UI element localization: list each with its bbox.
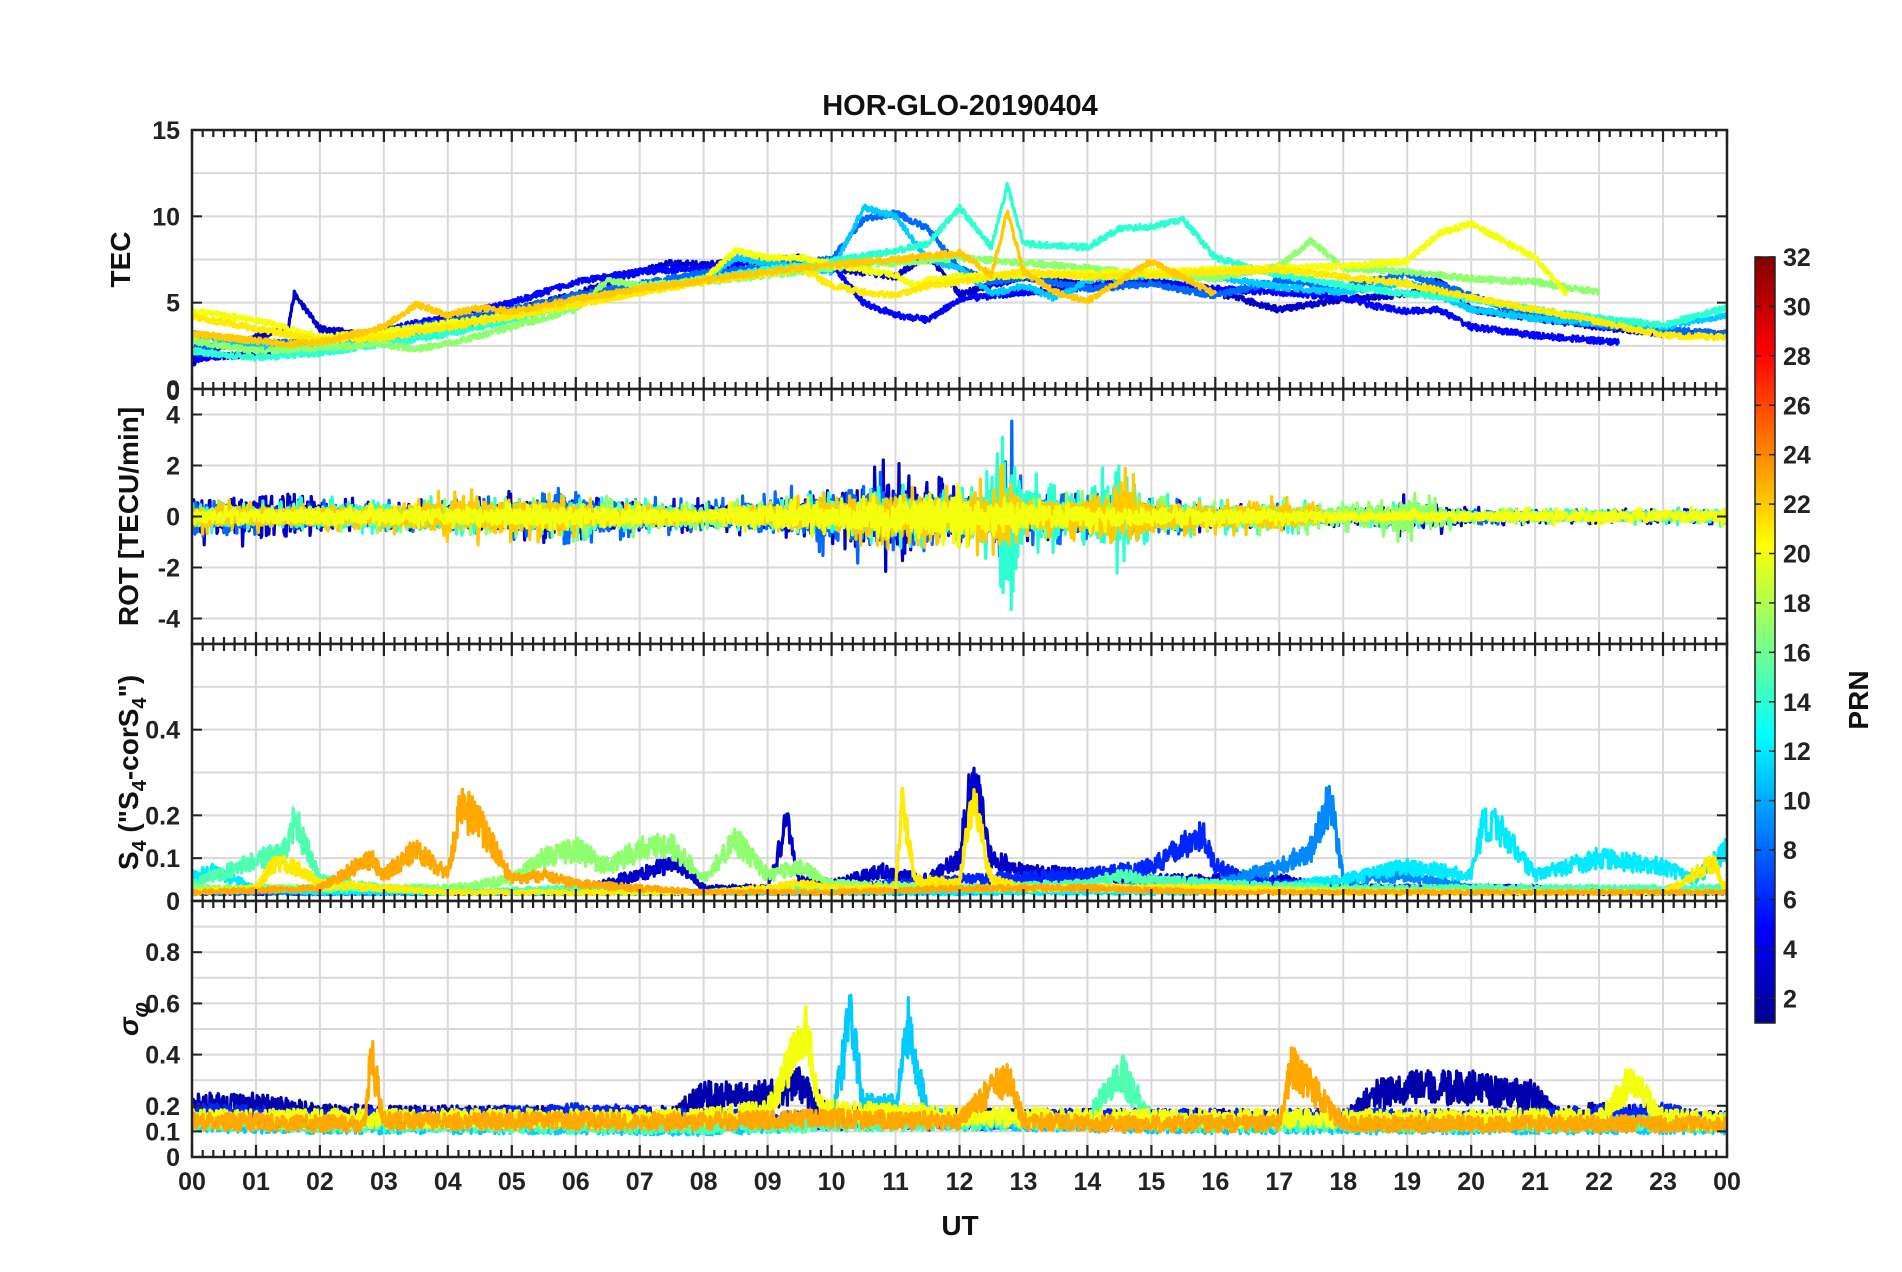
y-tick-label: 0.4 <box>145 717 180 745</box>
y-tick-label: 0 <box>166 376 180 404</box>
x-tick-label: 06 <box>562 1168 590 1196</box>
x-tick-label: 17 <box>1265 1168 1293 1196</box>
x-tick-label: 12 <box>946 1168 974 1196</box>
colorbar-tick-label: 10 <box>1783 788 1811 816</box>
series-prn-17 <box>192 237 1601 355</box>
x-tick-label: 00 <box>178 1168 206 1196</box>
panel-3: 0 0.1 0.2 0.4S4 ("S4-corS4") <box>113 642 1729 916</box>
x-tick-label: 05 <box>498 1168 526 1196</box>
colorbar-label: PRN <box>1843 670 1874 729</box>
y-tick-label: 15 <box>152 117 180 145</box>
colorbar-tick-label: 32 <box>1783 244 1811 272</box>
y-tick-label: 5 <box>166 290 180 318</box>
colorbar-tick-label: 4 <box>1783 936 1797 964</box>
y-tick-label: -4 <box>158 606 180 634</box>
panel-4-series <box>192 993 1727 1137</box>
colorbar-tick-label: 14 <box>1783 689 1811 717</box>
x-tick-label: 15 <box>1137 1168 1165 1196</box>
series-prn-22 <box>192 209 1217 349</box>
x-axis: 00 01 02 03 04 05 06 07 08 09 10 11 12 13 14 15 16 17 18 19… <box>178 1168 1741 1196</box>
y-axis-label-4: σφ <box>113 1002 153 1036</box>
x-tick-label: 18 <box>1329 1168 1357 1196</box>
colorbar-tick-label: 18 <box>1783 590 1811 618</box>
x-tick-label: 11 <box>882 1168 909 1196</box>
y-tick-label: 0.1 <box>145 845 180 873</box>
x-tick-label: 03 <box>370 1168 398 1196</box>
x-tick-label: 02 <box>306 1168 334 1196</box>
x-tick-label: 08 <box>690 1168 718 1196</box>
series-prn-20 <box>192 483 1727 549</box>
x-tick-label: 13 <box>1010 1168 1038 1196</box>
x-tick-label: 14 <box>1074 1168 1102 1196</box>
y-tick-label: 0.6 <box>145 990 180 1018</box>
colorbar-tick-label: 20 <box>1783 541 1811 569</box>
y-tick-label: 0 <box>166 504 180 532</box>
x-tick-label: 01 <box>242 1168 270 1196</box>
y-tick-label: 0.2 <box>145 1093 180 1121</box>
series-prn-23 <box>192 1039 1727 1134</box>
x-tick-marks <box>190 644 1729 901</box>
colorbar-tick-label: 28 <box>1783 343 1811 371</box>
y-tick-label: 0.8 <box>145 939 180 967</box>
colorbar-tick-label: 26 <box>1783 392 1811 420</box>
x-tick-label: 19 <box>1393 1168 1421 1196</box>
series-prn-5 <box>192 256 1620 362</box>
y-tick-label: 0.4 <box>145 1042 180 1070</box>
y-tick-label: 2 <box>166 453 180 481</box>
y-tick-label: 0.2 <box>145 802 180 830</box>
x-tick-marks <box>190 901 1729 1157</box>
colorbar-tick-label: 6 <box>1783 886 1797 914</box>
x-tick-label: 04 <box>434 1168 462 1196</box>
y-tick-label: 0 <box>166 1144 180 1172</box>
y-axis-label-1: TEC <box>105 232 136 288</box>
x-axis-label: UT <box>941 1210 978 1241</box>
chart-title: HOR-GLO-20190404 <box>822 90 1098 122</box>
panel-1-series <box>192 181 1727 367</box>
x-tick-marks <box>190 389 1729 644</box>
y-axis-label-3: S4 ("S4-corS4") <box>113 675 151 870</box>
colorbar-tick-label: 2 <box>1783 985 1797 1013</box>
x-tick-label: 22 <box>1585 1168 1613 1196</box>
x-tick-label: 00 <box>1713 1168 1741 1196</box>
colorbar-tick-label: 30 <box>1783 293 1811 321</box>
x-tick-label: 16 <box>1201 1168 1229 1196</box>
colorbar-tick-label: 16 <box>1783 639 1811 667</box>
colorbar-tick-label: 8 <box>1783 837 1797 865</box>
panel-1: 0 5 10 15 TEC <box>105 117 1729 404</box>
y-tick-label-top: 0 <box>166 378 180 406</box>
y-tick-label: 0.1 <box>145 1118 180 1146</box>
colorbar-scale <box>1754 256 1776 1024</box>
y-axis-label-2: ROT [TECU/min] <box>113 407 144 626</box>
y-tick-label: 0 <box>166 888 180 916</box>
y-tick-label: 10 <box>152 203 180 231</box>
series-prn-21 <box>192 264 1727 345</box>
x-tick-label: 20 <box>1457 1168 1485 1196</box>
x-tick-label: 23 <box>1649 1168 1677 1196</box>
colorbar-tick-label: 12 <box>1783 738 1811 766</box>
x-tick-marks <box>190 130 1729 389</box>
x-tick-label: 21 <box>1521 1168 1549 1196</box>
colorbar-tick-label: 24 <box>1783 442 1811 470</box>
x-tick-label: 09 <box>754 1168 782 1196</box>
y-tick-label: -2 <box>158 555 180 583</box>
colorbar-tick-label: 22 <box>1783 491 1811 519</box>
y-tick-label: 4 <box>166 402 180 430</box>
x-tick-label: 10 <box>818 1168 846 1196</box>
x-tick-label: 07 <box>626 1168 654 1196</box>
panel-4: 00.10.2 0.4 0.6 0.8 σφ <box>113 899 1729 1172</box>
panel-2-series <box>192 419 1727 612</box>
